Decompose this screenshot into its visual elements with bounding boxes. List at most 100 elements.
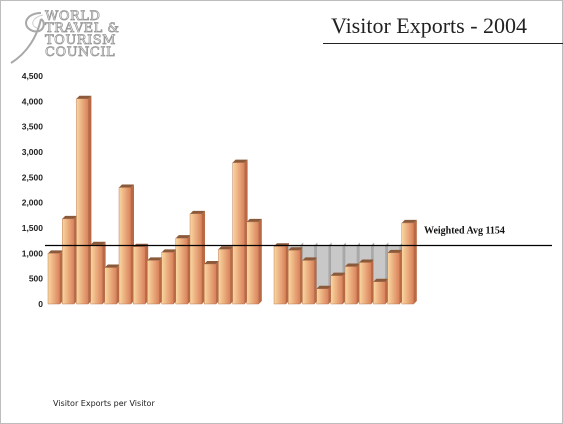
bar-top bbox=[387, 249, 403, 253]
bar bbox=[76, 95, 92, 305]
bar bbox=[118, 184, 134, 305]
bar-top bbox=[345, 263, 360, 267]
wttc-logo: WORLD TRAVEL & TOURISM COUNCIL bbox=[7, 9, 137, 67]
bar-front bbox=[401, 222, 414, 305]
y-tick-label: 2,000 bbox=[22, 198, 44, 208]
bar-side bbox=[258, 218, 262, 304]
bar bbox=[359, 242, 375, 305]
y-tick-label: 4,500 bbox=[22, 71, 44, 81]
bar bbox=[47, 250, 63, 305]
bar-front bbox=[218, 249, 231, 305]
bar bbox=[189, 210, 205, 305]
bar-top bbox=[48, 250, 63, 254]
bar-front bbox=[104, 267, 118, 305]
bar-top bbox=[104, 264, 120, 268]
bars bbox=[47, 95, 417, 305]
bar-top bbox=[175, 235, 191, 239]
bar-top bbox=[232, 159, 248, 163]
bar bbox=[132, 243, 149, 305]
bar bbox=[330, 242, 346, 305]
bar bbox=[246, 218, 262, 305]
bar bbox=[316, 242, 332, 305]
bar-top bbox=[373, 278, 389, 282]
bar-top bbox=[190, 210, 205, 214]
bar-top bbox=[330, 272, 346, 276]
gap-to-average bbox=[316, 245, 329, 290]
bar bbox=[302, 242, 318, 305]
y-tick-label: 2,500 bbox=[22, 172, 44, 182]
bar-front bbox=[273, 246, 287, 305]
y-tick-label: 1,000 bbox=[22, 248, 44, 258]
logo-swirl-icon bbox=[10, 12, 45, 64]
bar-top bbox=[359, 259, 375, 263]
bar-top bbox=[288, 247, 304, 251]
logo-line: COUNCIL bbox=[45, 45, 116, 60]
bar-front bbox=[387, 252, 400, 305]
logo-text: WORLD TRAVEL & TOURISM COUNCIL bbox=[45, 10, 145, 60]
bar bbox=[288, 242, 304, 305]
bar-front bbox=[330, 275, 343, 305]
title-underline bbox=[323, 43, 563, 44]
bar bbox=[147, 257, 163, 305]
y-tick-label: 500 bbox=[29, 274, 43, 284]
bar-front bbox=[359, 262, 372, 305]
bar-chart: 0 500 1,000 1,500 2,000 2,500 3,000 3,500 4,000 4… bbox=[22, 71, 552, 309]
bar-front bbox=[147, 260, 160, 305]
bar bbox=[401, 219, 417, 305]
footer-caption: Visitor Exports per Visitor bbox=[53, 399, 155, 408]
y-axis: 0 500 1,000 1,500 2,000 2,500 3,000 3,500 4,000 4… bbox=[22, 71, 44, 309]
bar-front bbox=[62, 218, 75, 305]
logo-line: TOURISM bbox=[45, 33, 116, 48]
gap-to-average bbox=[330, 245, 343, 276]
bar-front bbox=[316, 288, 329, 305]
y-tick-label: 4,000 bbox=[22, 96, 44, 106]
bar-front bbox=[246, 221, 260, 305]
bar bbox=[62, 215, 78, 305]
bar bbox=[161, 249, 177, 305]
bar-front bbox=[344, 266, 358, 305]
bar-top bbox=[147, 257, 163, 261]
y-tick-label: 1,500 bbox=[22, 223, 44, 233]
bar-front bbox=[302, 260, 315, 305]
bar-top bbox=[302, 257, 318, 261]
bar-top bbox=[401, 219, 417, 223]
bar-top bbox=[316, 285, 332, 289]
bar-top bbox=[62, 215, 78, 219]
bar-front bbox=[132, 246, 146, 305]
bar-front bbox=[161, 252, 174, 305]
bar bbox=[273, 242, 289, 305]
bar bbox=[344, 242, 360, 305]
slide-title: Visitor Exports - 2004 bbox=[331, 13, 528, 38]
bar-side bbox=[413, 219, 417, 304]
gap-to-average bbox=[344, 245, 358, 267]
bar-front bbox=[175, 237, 189, 305]
bar-front bbox=[47, 253, 61, 305]
bar-top bbox=[246, 218, 262, 222]
gap-to-average bbox=[373, 245, 386, 282]
bar-front bbox=[232, 162, 245, 305]
bar-front bbox=[189, 213, 203, 305]
bar-front bbox=[90, 244, 103, 305]
bar-top bbox=[90, 241, 106, 245]
bar bbox=[203, 260, 220, 305]
bar-top bbox=[119, 184, 134, 188]
bar bbox=[90, 241, 106, 305]
bar-front bbox=[288, 250, 301, 305]
bar-top bbox=[218, 246, 234, 250]
bar-top bbox=[161, 249, 177, 253]
bar bbox=[218, 246, 234, 305]
reference-line: Weighted Avg 1154 bbox=[45, 226, 552, 247]
bar bbox=[104, 264, 120, 305]
bar bbox=[387, 242, 403, 305]
bar-front bbox=[203, 263, 217, 305]
y-tick-label: 3,000 bbox=[22, 147, 44, 157]
bar-front bbox=[373, 281, 386, 305]
bar-top bbox=[76, 95, 92, 99]
reference-line-label: Weighted Avg 1154 bbox=[424, 226, 505, 237]
bar-top bbox=[204, 260, 220, 264]
y-tick-label: 0 bbox=[38, 299, 43, 309]
logo-line: TRAVEL & bbox=[45, 21, 120, 36]
y-tick-label: 3,500 bbox=[22, 122, 44, 132]
bar-front bbox=[76, 98, 89, 305]
